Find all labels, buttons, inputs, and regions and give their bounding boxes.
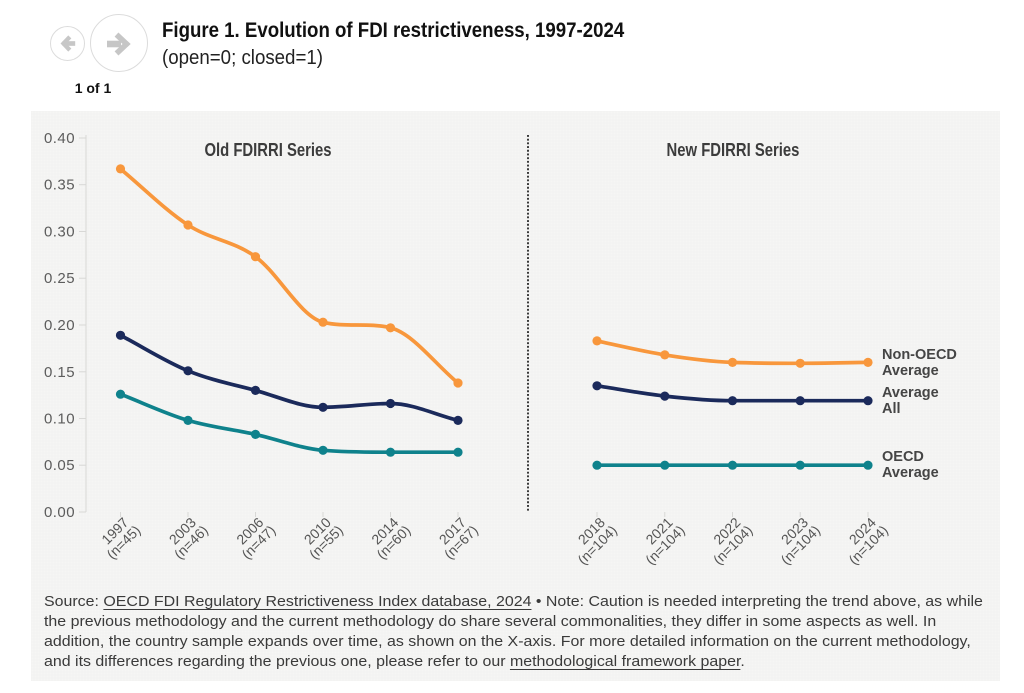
- svg-text:0.30: 0.30: [44, 224, 75, 241]
- svg-text:2023(n=104): 2023(n=104): [768, 512, 824, 568]
- svg-text:0.00: 0.00: [44, 504, 75, 521]
- svg-text:2006(n=47): 2006(n=47): [228, 512, 278, 562]
- svg-text:2003(n=46): 2003(n=46): [161, 512, 211, 562]
- svg-text:2014(n=60): 2014(n=60): [363, 512, 413, 562]
- svg-text:0.20: 0.20: [44, 317, 75, 334]
- svg-text:2010(n=55): 2010(n=55): [296, 512, 346, 562]
- svg-text:2024(n=104): 2024(n=104): [835, 512, 891, 568]
- svg-text:0.40: 0.40: [44, 130, 75, 147]
- svg-text:2018(n=104): 2018(n=104): [564, 512, 620, 568]
- svg-text:2017(n=67): 2017(n=67): [431, 512, 481, 562]
- svg-text:0.35: 0.35: [44, 177, 75, 194]
- svg-text:0.25: 0.25: [44, 270, 75, 287]
- svg-text:2022(n=104): 2022(n=104): [700, 512, 756, 568]
- svg-text:1997(n=45): 1997(n=45): [93, 512, 143, 562]
- svg-text:0.05: 0.05: [44, 457, 75, 474]
- svg-text:2021(n=104): 2021(n=104): [632, 512, 688, 568]
- svg-text:0.10: 0.10: [44, 411, 75, 428]
- svg-text:0.15: 0.15: [44, 364, 75, 381]
